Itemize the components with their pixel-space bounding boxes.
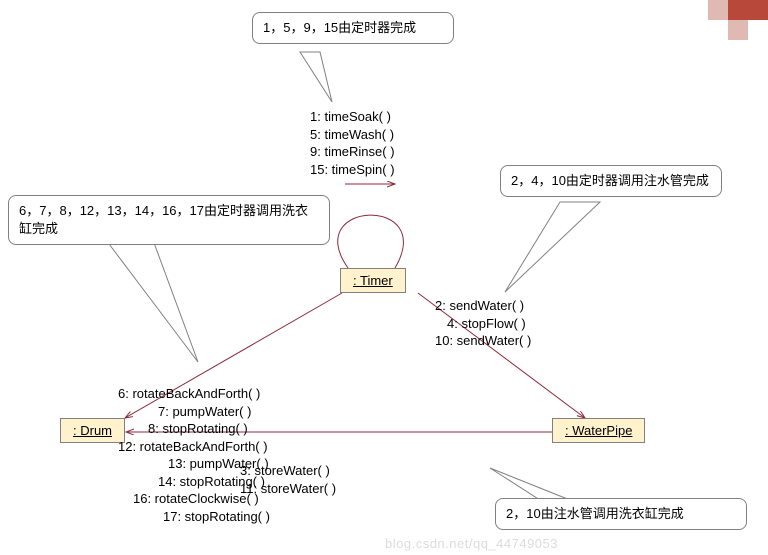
- callout-right: 2，4，10由定时器调用注水管完成: [500, 165, 722, 197]
- msg-line: 11: storeWater( ): [240, 480, 336, 498]
- msg-line: 6: rotateBackAndForth( ): [118, 385, 270, 403]
- msg-line: 1: timeSoak( ): [310, 108, 395, 126]
- msg-line: 17: stopRotating( ): [118, 508, 270, 526]
- msg-line: 4: stopFlow( ): [435, 315, 531, 333]
- callout-tail-left: [100, 232, 198, 362]
- msg-line: 15: timeSpin( ): [310, 161, 395, 179]
- edge-self-timer: [338, 215, 404, 268]
- msg-line: 12: rotateBackAndForth( ): [118, 438, 270, 456]
- diagram-canvas: { "canvas": { "width": 768, "height": 55…: [0, 0, 768, 555]
- msg-line: 9: timeRinse( ): [310, 143, 395, 161]
- callout-tail-top: [300, 52, 332, 102]
- callout-tail-right: [505, 202, 600, 292]
- node-timer-label: : Timer: [353, 273, 393, 288]
- node-waterpipe-label: : WaterPipe: [565, 423, 632, 438]
- msg-timer-drum: 6: rotateBackAndForth( ) 7: pumpWater( )…: [118, 385, 270, 525]
- msg-line: 8: stopRotating( ): [118, 420, 270, 438]
- callout-bottom: 2，10由注水管调用洗衣缸完成: [495, 498, 747, 530]
- msg-waterpipe-drum: 3: storeWater( ) 11: storeWater( ): [240, 462, 336, 497]
- corner-decor: [708, 0, 768, 40]
- node-timer: : Timer: [340, 268, 406, 293]
- msg-line: 7: pumpWater( ): [118, 403, 270, 421]
- msg-timer-waterpipe: 2: sendWater( ) 4: stopFlow( ) 10: sendW…: [435, 297, 531, 350]
- msg-self-timer: 1: timeSoak( ) 5: timeWash( ) 9: timeRin…: [310, 108, 395, 178]
- watermark: blog.csdn.net/qq_44749053: [385, 536, 558, 551]
- node-drum-label: : Drum: [73, 423, 112, 438]
- msg-line: 3: storeWater( ): [240, 462, 336, 480]
- node-waterpipe: : WaterPipe: [552, 418, 645, 443]
- msg-line: 2: sendWater( ): [435, 297, 531, 315]
- msg-line: 10: sendWater( ): [435, 332, 531, 350]
- callout-top: 1，5，9，15由定时器完成: [252, 12, 454, 44]
- callout-tail-bottom: [490, 468, 570, 500]
- callout-left: 6，7，8，12，13，14，16，17由定时器调用洗衣缸完成: [8, 195, 330, 245]
- node-drum: : Drum: [60, 418, 125, 443]
- msg-line: 5: timeWash( ): [310, 126, 395, 144]
